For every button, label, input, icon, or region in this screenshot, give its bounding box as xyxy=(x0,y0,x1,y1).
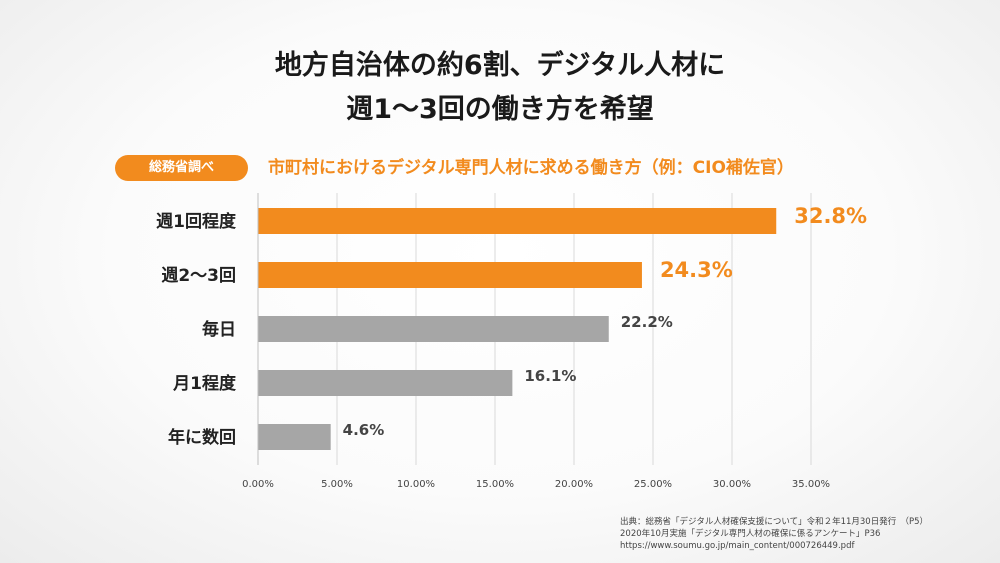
bar-4 xyxy=(258,424,331,450)
value-label-3: 16.1% xyxy=(524,367,576,385)
value-label-2: 22.2% xyxy=(621,313,673,331)
headline: 地方自治体の約6割、デジタル人材に 週1～3回の働き方を希望 xyxy=(0,44,1000,132)
category-label-3: 月1程度 xyxy=(172,373,237,394)
source-line-1: 出典：総務省「デジタル人材確保支援について」令和２年11月30日発行 （P5） xyxy=(620,517,928,527)
source-line-2: 2020年10月実施「デジタル専門人材の確保に係るアンケート」P36 xyxy=(620,529,881,539)
category-label-4: 年に数回 xyxy=(168,427,236,448)
category-label-0: 週1回程度 xyxy=(156,211,237,232)
x-tick-label-0: 0.00% xyxy=(242,479,274,490)
x-tick-label-1: 5.00% xyxy=(321,479,353,490)
headline-line-2: 週1～3回の働き方を希望 xyxy=(346,94,654,125)
category-label-2: 毎日 xyxy=(202,319,236,340)
value-label-1: 24.3% xyxy=(660,258,733,282)
source-badge: 総務省調べ xyxy=(115,155,248,181)
bar-2 xyxy=(258,316,609,342)
x-tick-label-4: 20.00% xyxy=(555,479,593,490)
bar-3 xyxy=(258,370,513,396)
value-label-0: 32.8% xyxy=(794,204,867,228)
x-tick-label-6: 30.00% xyxy=(713,479,751,490)
x-tick-label-2: 10.00% xyxy=(397,479,435,490)
chart-title: 市町村におけるデジタル専門人材に求める働き方（例：CIO補佐官） xyxy=(268,158,794,178)
bar-0 xyxy=(258,208,777,234)
x-tick-label-5: 25.00% xyxy=(634,479,672,490)
source-line-3: https://www.soumu.go.jp/main_content/000… xyxy=(620,541,855,551)
x-tick-label-3: 15.00% xyxy=(476,479,514,490)
x-tick-label-7: 35.00% xyxy=(792,479,830,490)
source-citation: 出典：総務省「デジタル人材確保支援について」令和２年11月30日発行 （P5） … xyxy=(620,516,980,552)
bar-1 xyxy=(258,262,642,288)
value-label-4: 4.6% xyxy=(343,421,385,439)
headline-line-1: 地方自治体の約6割、デジタル人材に xyxy=(274,50,726,81)
category-label-1: 週2～3回 xyxy=(161,266,236,286)
